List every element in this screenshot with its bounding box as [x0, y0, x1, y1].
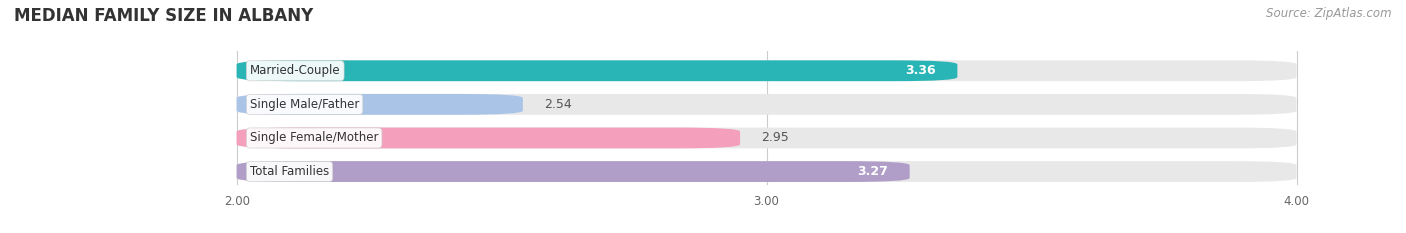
Text: Married-Couple: Married-Couple: [250, 64, 340, 77]
FancyBboxPatch shape: [236, 94, 523, 115]
FancyBboxPatch shape: [236, 127, 1296, 148]
Text: MEDIAN FAMILY SIZE IN ALBANY: MEDIAN FAMILY SIZE IN ALBANY: [14, 7, 314, 25]
Text: 2.95: 2.95: [761, 131, 789, 144]
Text: Single Female/Mother: Single Female/Mother: [250, 131, 378, 144]
FancyBboxPatch shape: [236, 94, 1296, 115]
FancyBboxPatch shape: [236, 127, 740, 148]
FancyBboxPatch shape: [236, 161, 1296, 182]
Text: Single Male/Father: Single Male/Father: [250, 98, 360, 111]
Text: 3.27: 3.27: [858, 165, 889, 178]
FancyBboxPatch shape: [236, 60, 957, 81]
Text: Source: ZipAtlas.com: Source: ZipAtlas.com: [1267, 7, 1392, 20]
Text: 2.54: 2.54: [544, 98, 572, 111]
Text: Total Families: Total Families: [250, 165, 329, 178]
FancyBboxPatch shape: [236, 161, 910, 182]
FancyBboxPatch shape: [236, 60, 1296, 81]
Text: 3.36: 3.36: [905, 64, 936, 77]
